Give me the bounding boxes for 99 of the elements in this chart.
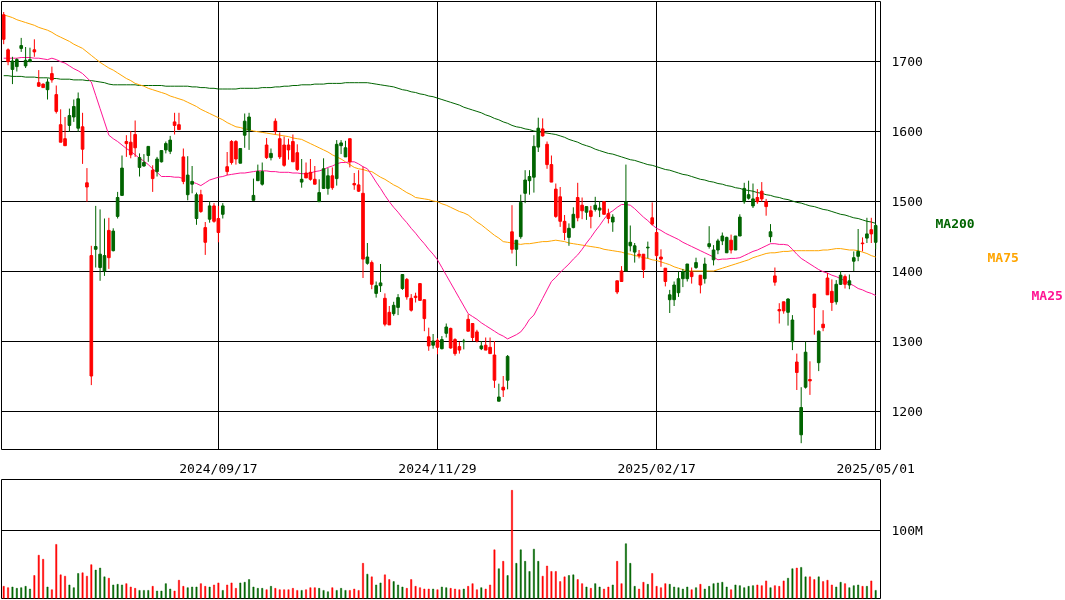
candlestick [317,178,321,203]
candlestick [580,197,584,220]
candlestick [540,117,545,138]
candlestick [575,182,580,222]
y-tick-label: 1400 [891,264,923,280]
candlestick [663,267,668,287]
candlestick [67,108,72,133]
x-tick-label: 2025/02/17 [617,460,696,476]
candlestick [168,135,173,155]
candlestick [80,112,85,165]
text: MA200 [935,215,975,231]
candlestick [207,200,212,224]
candlestick [124,134,129,158]
y-tick-label: 1300 [891,334,923,350]
candlestick [260,162,265,187]
candlestick [514,239,519,267]
candlestick [150,164,155,193]
candlestick [488,337,492,355]
candlestick [282,136,286,168]
candlestick [641,253,646,279]
candlestick [28,47,32,63]
candlestick [510,204,514,254]
candlestick [694,257,698,270]
candlestick [672,281,676,307]
candlestick [794,353,799,391]
candlestick [869,217,874,244]
candlestick [242,113,247,149]
candlestick [115,191,120,219]
candlestick [851,250,856,272]
candlestick [396,293,400,316]
candlestick [85,167,89,203]
candlestick [172,112,177,135]
candlestick [50,66,54,84]
candlestick [764,198,768,217]
candlestick [856,228,860,262]
candlestick [505,354,510,390]
candlestick [698,274,703,294]
candlestick [348,138,352,168]
candlestick [312,165,317,185]
candlestick [768,223,773,243]
candlestick [365,242,370,266]
candlestick [308,158,313,182]
candlestick [729,234,733,254]
candlestick [304,162,308,179]
candlestick [589,205,593,229]
candlestick [98,208,102,282]
y-tick-label: 100M [891,523,923,539]
candlestick [295,143,300,172]
candlestick [378,263,383,293]
candlestick [742,182,747,205]
candlestick [650,201,655,226]
candlestick [632,242,637,264]
candlestick [247,112,251,151]
candlestick [405,277,409,301]
candlestick [812,293,817,336]
candlestick [234,139,238,166]
candlestick [133,120,137,158]
candlestick [773,267,777,287]
candlestick [264,137,269,160]
candlestick [54,85,59,114]
candlestick [702,257,707,285]
candlestick [431,333,435,350]
candlestick [203,221,208,256]
candlestick [707,225,711,250]
candlestick [790,314,795,351]
y-tick-label: 1200 [891,404,923,420]
candlestick [299,158,304,189]
candlestick [821,309,825,332]
candlestick [834,279,839,306]
candlestick [808,360,812,396]
candlestick [777,302,782,324]
candlestick [177,112,181,131]
y-tick-label: 1700 [891,54,923,70]
candlestick [190,165,194,194]
candlestick [23,46,28,69]
candlestick [251,178,256,201]
candlestick [229,139,234,166]
candlestick [185,155,190,201]
candlestick [326,167,330,196]
y-tick-label: 1500 [891,194,923,210]
candlestick [759,181,764,203]
candlestick [501,375,506,398]
candlestick [830,278,834,312]
candlestick [225,151,229,176]
candlestick [751,183,755,209]
x-tick-label: 2024/11/29 [398,460,477,476]
y-tick-label: 1600 [891,124,923,140]
x-tick-label: 2025/05/01 [836,460,915,476]
text: MA25 [1031,288,1063,303]
text: MA75 [987,249,1019,265]
candlestick [58,108,63,143]
candlestick [199,189,203,214]
candlestick [216,205,221,243]
candlestick [63,116,67,147]
candlestick [330,166,335,191]
candlestick [269,148,273,161]
candlestick [426,327,431,352]
x-tick-label: 2024/09/17 [179,460,258,476]
candlestick [369,260,374,290]
